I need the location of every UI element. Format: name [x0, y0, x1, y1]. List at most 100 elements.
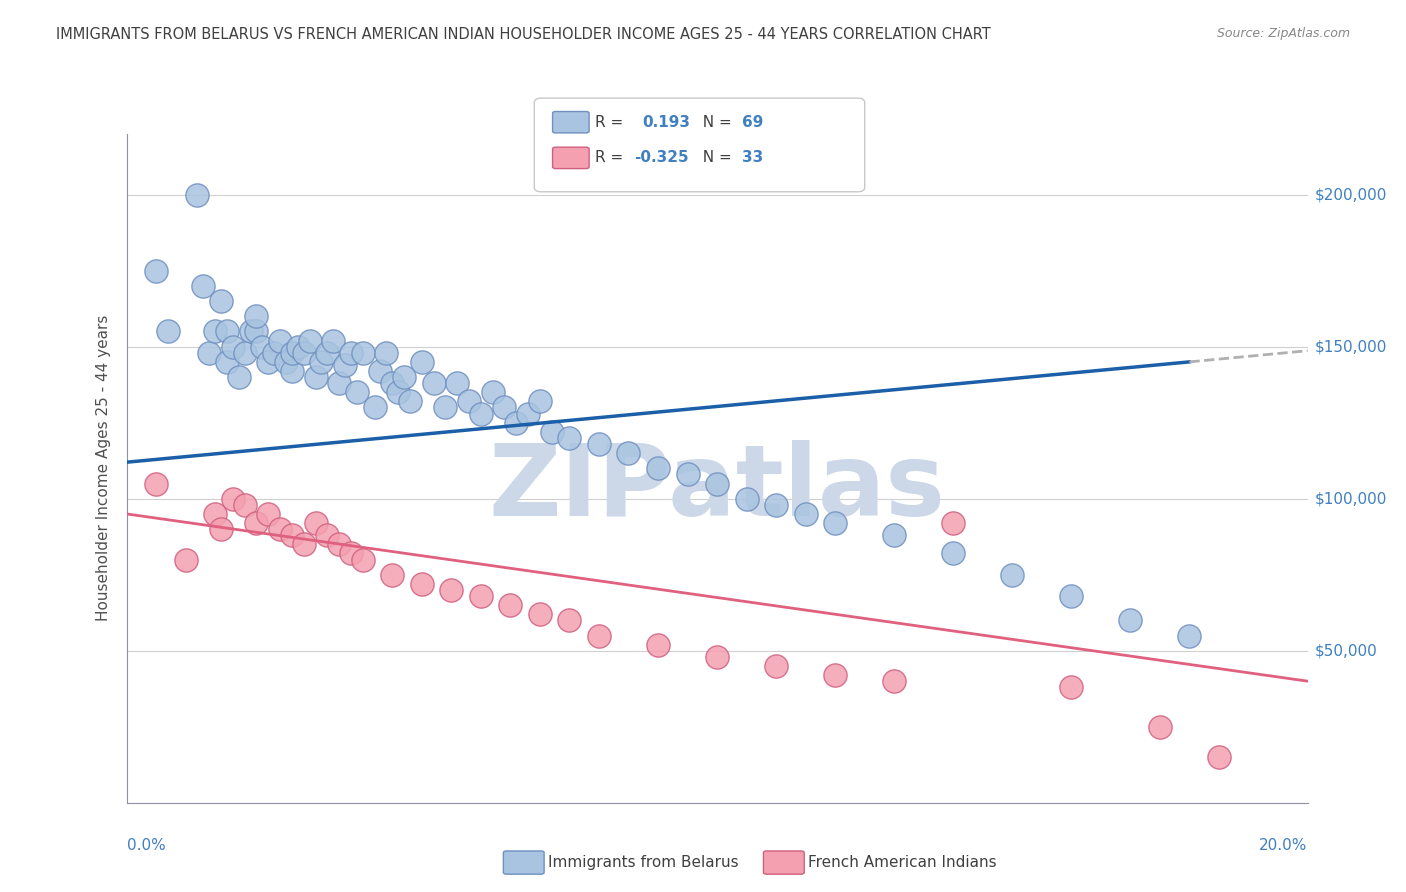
Point — [458, 394, 481, 409]
Point — [735, 491, 758, 506]
Point — [328, 537, 350, 551]
Point — [505, 416, 527, 430]
Point — [392, 370, 415, 384]
Text: 0.0%: 0.0% — [127, 838, 166, 854]
Point — [375, 345, 398, 359]
Point — [411, 577, 433, 591]
Point — [193, 278, 215, 293]
Point — [333, 358, 356, 372]
Point — [540, 425, 562, 439]
Point — [440, 582, 463, 597]
Point — [529, 394, 551, 409]
Point — [257, 507, 280, 521]
Point — [494, 401, 516, 415]
Point — [316, 345, 339, 359]
Point — [145, 476, 167, 491]
Point — [156, 325, 179, 339]
Point — [322, 334, 344, 348]
Point — [352, 345, 374, 359]
Point — [387, 385, 409, 400]
Point — [942, 546, 965, 560]
Point — [245, 325, 267, 339]
Point — [647, 638, 669, 652]
Text: R =: R = — [595, 151, 628, 165]
Point — [706, 476, 728, 491]
Point — [363, 401, 385, 415]
Point — [204, 507, 226, 521]
Text: -0.325: -0.325 — [634, 151, 689, 165]
Y-axis label: Householder Income Ages 25 - 44 years: Householder Income Ages 25 - 44 years — [96, 315, 111, 622]
Point — [824, 516, 846, 530]
Point — [499, 598, 522, 612]
Point — [340, 345, 363, 359]
Point — [588, 437, 610, 451]
Text: N =: N = — [693, 115, 737, 129]
Point — [470, 407, 492, 421]
Text: 20.0%: 20.0% — [1260, 838, 1308, 854]
Point — [517, 407, 540, 421]
Point — [588, 628, 610, 642]
Point — [292, 537, 315, 551]
Point — [883, 674, 905, 689]
Point — [245, 310, 267, 324]
Point — [558, 613, 581, 627]
Point — [269, 522, 291, 536]
Text: $100,000: $100,000 — [1315, 491, 1386, 506]
Point — [824, 668, 846, 682]
Point — [252, 340, 274, 354]
Point — [304, 516, 326, 530]
Point — [215, 325, 238, 339]
Text: 33: 33 — [742, 151, 763, 165]
Point — [942, 516, 965, 530]
Point — [481, 385, 503, 400]
Point — [529, 607, 551, 622]
Point — [647, 461, 669, 475]
Point — [1119, 613, 1142, 627]
Point — [311, 355, 333, 369]
Point — [209, 294, 232, 309]
Point — [263, 345, 285, 359]
Point — [292, 345, 315, 359]
Point — [209, 522, 232, 536]
Point — [274, 355, 297, 369]
Point — [446, 376, 468, 391]
Point — [222, 491, 245, 506]
Point — [198, 345, 221, 359]
Point — [346, 385, 368, 400]
Point — [298, 334, 321, 348]
Point — [434, 401, 457, 415]
Point — [233, 345, 256, 359]
Text: Source: ZipAtlas.com: Source: ZipAtlas.com — [1216, 27, 1350, 40]
Point — [281, 528, 304, 542]
Point — [316, 528, 339, 542]
Point — [1060, 589, 1083, 603]
Point — [281, 345, 304, 359]
Point — [340, 546, 363, 560]
Point — [1001, 567, 1024, 582]
Point — [257, 355, 280, 369]
Point — [352, 552, 374, 566]
Point — [204, 325, 226, 339]
Point — [794, 507, 817, 521]
Point — [470, 589, 492, 603]
Point — [239, 325, 262, 339]
Point — [145, 263, 167, 277]
Point — [381, 376, 404, 391]
Text: ZIPatlas: ZIPatlas — [489, 440, 945, 537]
Point — [1060, 680, 1083, 694]
Point — [186, 187, 208, 202]
Point — [422, 376, 444, 391]
Point — [399, 394, 422, 409]
Text: French American Indians: French American Indians — [808, 855, 997, 870]
Point — [765, 498, 787, 512]
Text: 69: 69 — [742, 115, 763, 129]
Point — [765, 659, 787, 673]
Text: $150,000: $150,000 — [1315, 339, 1386, 354]
Point — [328, 376, 350, 391]
Text: $50,000: $50,000 — [1315, 643, 1378, 658]
Point — [245, 516, 267, 530]
Text: R =: R = — [595, 115, 633, 129]
Point — [1178, 628, 1201, 642]
Point — [617, 446, 640, 460]
Point — [411, 355, 433, 369]
